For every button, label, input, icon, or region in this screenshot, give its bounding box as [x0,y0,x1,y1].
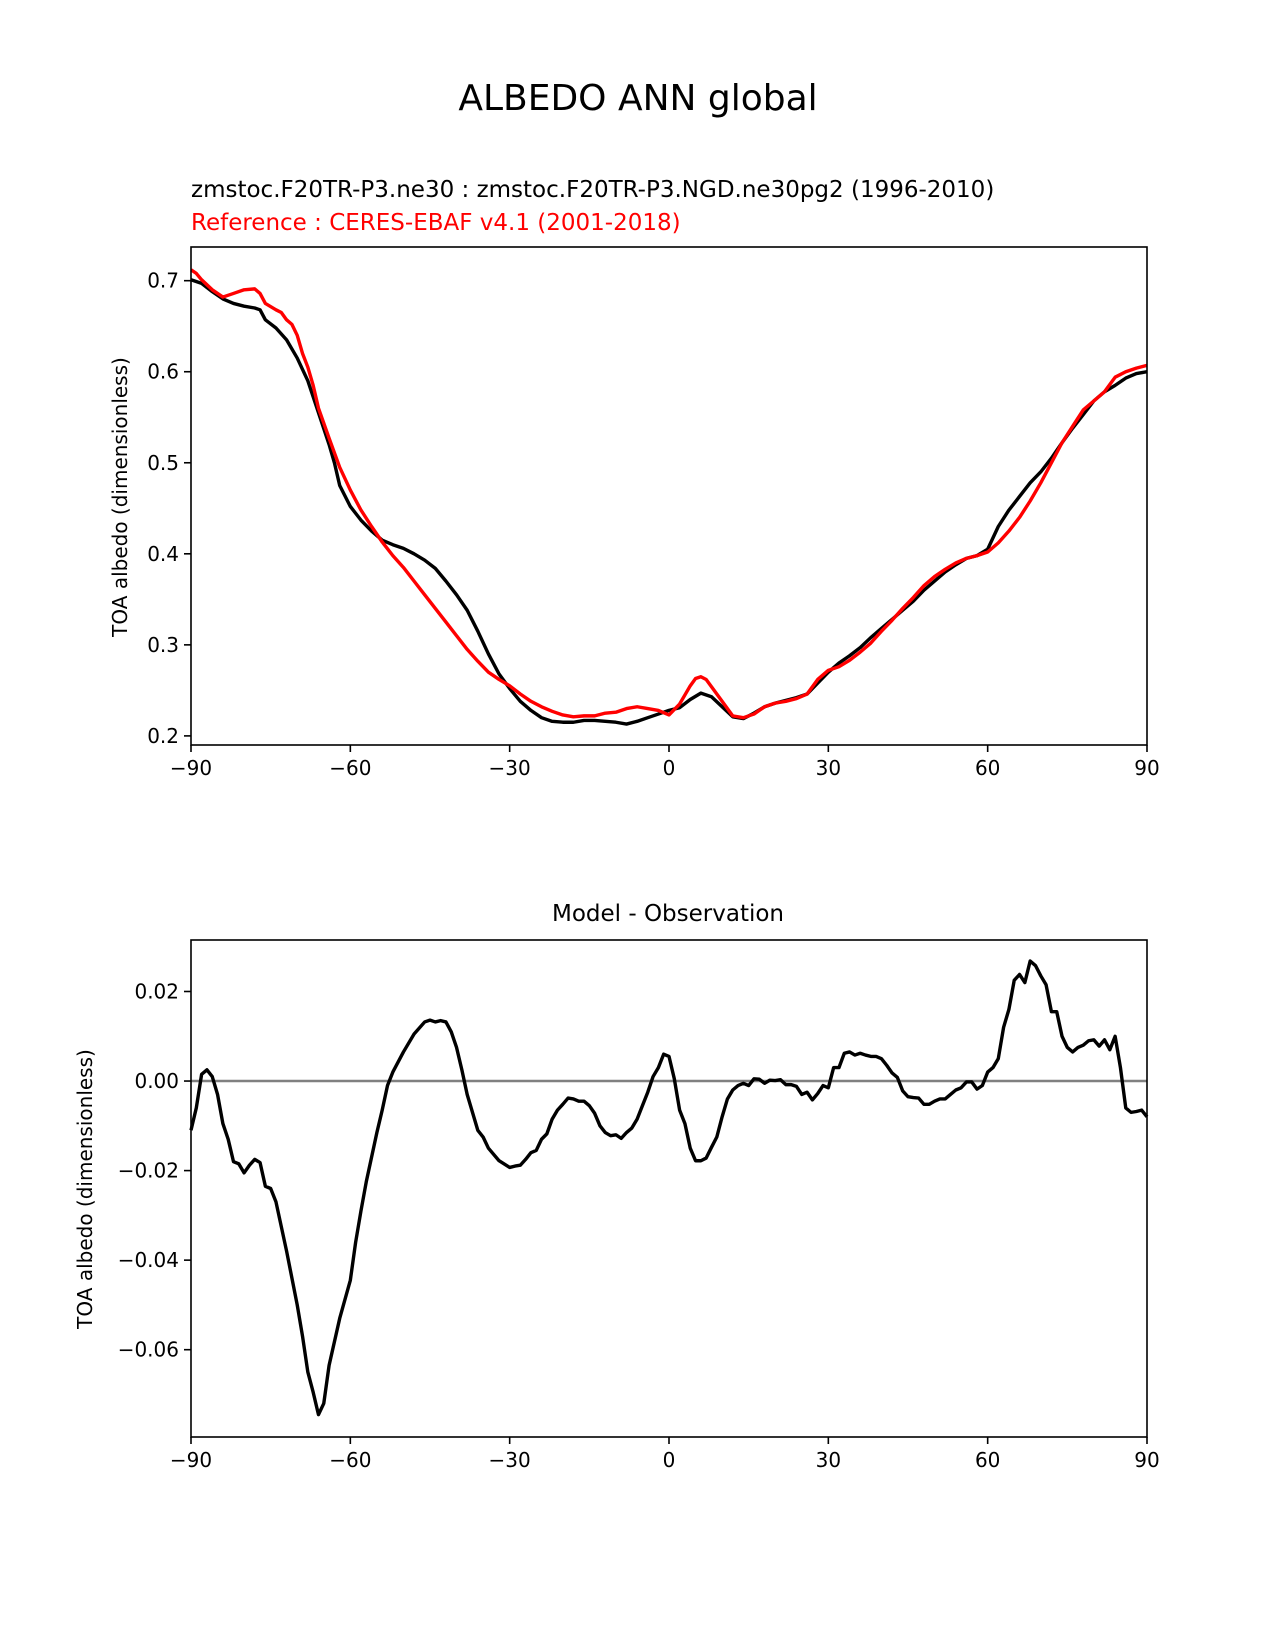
bottom-x-tick-label: 0 [663,1448,676,1472]
bottom-x-tick-label: 30 [816,1448,841,1472]
top-x-tick-label: 90 [1134,756,1159,780]
figure-title: ALBEDO ANN global [458,78,817,119]
top-x-tick-label: 30 [816,756,841,780]
bottom-x-tick-label: −60 [329,1448,371,1472]
top-x-tick-label: −60 [329,756,371,780]
bottom-y-tick-label: −0.06 [118,1338,179,1362]
top-panel: zmstoc.F20TR-P3.ne30 : zmstoc.F20TR-P3.N… [108,177,1160,780]
bottom-x-tick-label: 90 [1134,1448,1159,1472]
top-series-line-0 [190,278,1148,726]
top-y-tick-label: 0.6 [147,360,179,384]
top-x-tick-label: −90 [170,756,212,780]
bottom-series-line-0 [189,959,1149,1417]
bottom-x-tick-label: −30 [489,1448,531,1472]
bottom-x-tick-label: 60 [975,1448,1000,1472]
top-panel-y-axis-label: TOA albedo (dimensionless) [108,357,132,638]
bottom-panel: Model - Observation TOA albedo (dimensio… [73,901,1160,1472]
top-x-tick-label: −30 [489,756,531,780]
top-panel-model-subtitle: zmstoc.F20TR-P3.ne30 : zmstoc.F20TR-P3.N… [191,177,994,203]
bottom-x-tick-label: −90 [170,1448,212,1472]
bottom-y-tick-label: 0.00 [134,1069,179,1093]
bottom-panel-y-axis-label: TOA albedo (dimensionless) [73,1049,97,1330]
top-y-tick-label: 0.3 [147,633,179,657]
top-x-tick-label: 60 [975,756,1000,780]
bottom-y-tick-label: −0.02 [118,1159,179,1183]
top-y-tick-label: 0.2 [147,724,179,748]
top-x-tick-label: 0 [663,756,676,780]
top-y-tick-label: 0.7 [147,269,179,293]
bottom-y-tick-label: 0.02 [134,979,179,1003]
bottom-plot-area: −90 −60 −30 0 30 60 90 0.02 0.00 −0.02 −0.04 −0.06 [118,939,1160,1472]
top-panel-reference-subtitle: Reference : CERES-EBAF v4.1 (2001-2018) [191,210,681,236]
top-y-tick-label: 0.4 [147,542,179,566]
bottom-panel-title: Model - Observation [552,901,784,927]
top-series-line-1 [190,268,1148,720]
bottom-y-tick-label: −0.04 [118,1248,179,1272]
top-plot-area: −90 −60 −30 0 30 60 90 0.2 0.3 0.4 0.5 0.6 0.7 [147,246,1160,780]
top-y-tick-label: 0.5 [147,451,179,475]
